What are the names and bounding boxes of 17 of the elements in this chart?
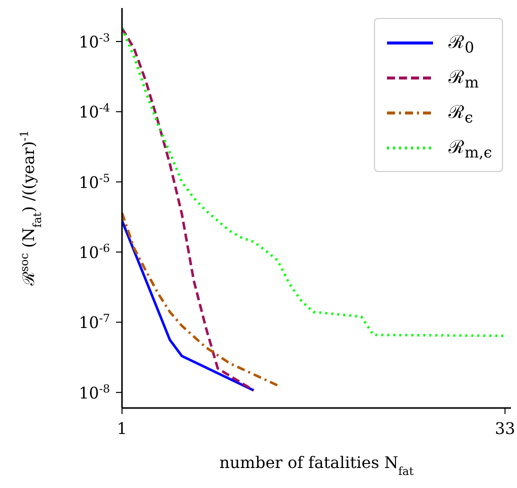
line-series [122,212,279,387]
line-series [122,26,255,392]
y-tick-label: 10$^{-7}$ [78,312,110,332]
y-tick-label: 10$^{-5}$ [78,171,110,192]
legend-label: ℛ$_{m,ϵ}$ [448,136,492,162]
x-tick-label: 1 [116,419,128,438]
legend-label: ℛ$_{m}$ [448,66,479,92]
legend-label: ℛ$_{ϵ}$ [448,100,473,126]
legend-label: ℛ$_{0}$ [448,30,474,56]
x-axis-title: number of fatalities N$_{fat}$ [219,453,414,478]
y-tick-label: 10$^{-4}$ [78,101,110,122]
y-tick-label: 10$^{-8}$ [78,382,110,402]
x-tick-label: 33 [494,419,516,438]
y-tick-label: 10$^{-3}$ [78,30,110,52]
line-series [122,26,506,338]
y-tick-label: 10$^{-6}$ [78,242,110,262]
line-series [122,219,255,392]
